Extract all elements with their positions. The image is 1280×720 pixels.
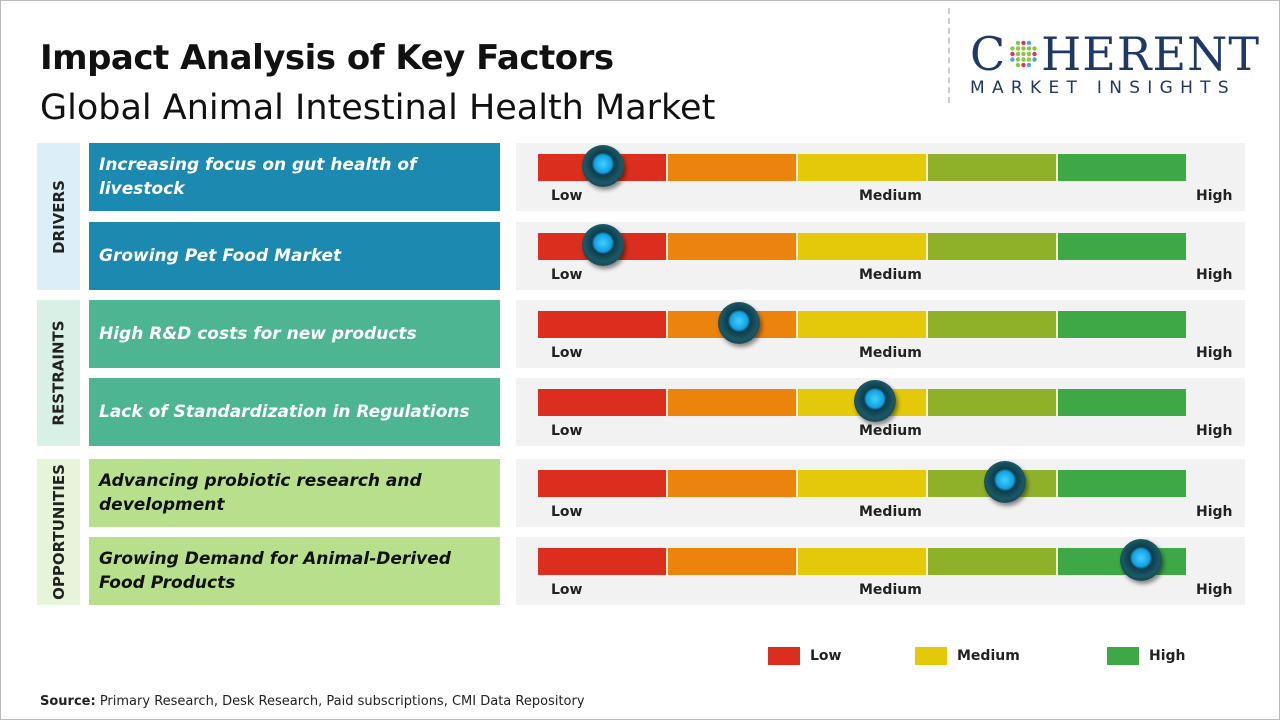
impact-scale-bar xyxy=(538,154,1186,181)
page-subtitle: Global Animal Intestinal Health Market xyxy=(40,88,716,128)
legend-medium: Medium xyxy=(915,647,1020,665)
scale-label-medium: Medium xyxy=(859,582,922,598)
impact-marker xyxy=(853,380,896,422)
scale-label-low: Low xyxy=(551,188,583,204)
logo-tagline: MARKET INSIGHTS xyxy=(970,78,1236,98)
impact-marker xyxy=(581,224,624,266)
scale-segment-4 xyxy=(928,311,1058,338)
scale-label-high: High xyxy=(1196,423,1233,439)
scale-label-high: High xyxy=(1196,582,1233,598)
scale-label-medium: Medium xyxy=(859,345,922,361)
scale-label-low: Low xyxy=(551,423,583,439)
legend-low: Low xyxy=(768,647,841,665)
logo: C HERENT MARKET INSIGHTS xyxy=(970,30,1260,98)
impact-gauge: Low Medium High xyxy=(516,537,1245,605)
scale-segment-3 xyxy=(798,548,928,575)
factor-label: Growing Pet Food Market xyxy=(89,222,500,290)
group-name: OPPORTUNITIES xyxy=(49,464,68,600)
scale-label-high: High xyxy=(1196,504,1233,520)
factor-label: Growing Demand for Animal-Derived Food P… xyxy=(89,537,500,605)
impact-marker xyxy=(581,145,624,187)
logo-wordmark: C HERENT xyxy=(970,27,1260,81)
group-label-drivers: DRIVERS xyxy=(37,143,80,290)
legend-label-low: Low xyxy=(810,648,842,664)
scale-label-low: Low xyxy=(551,267,583,283)
divider xyxy=(948,8,950,103)
impact-gauge: Low Medium High xyxy=(516,459,1245,527)
scale-label-high: High xyxy=(1196,188,1233,204)
source-note: Source: Primary Research, Desk Research,… xyxy=(40,694,585,709)
scale-segment-2 xyxy=(668,389,798,416)
scale-segment-1 xyxy=(538,389,668,416)
scale-segment-1 xyxy=(538,470,668,497)
group-label-restraints: RESTRAINTS xyxy=(37,300,80,446)
impact-gauge: Low Medium High xyxy=(516,222,1245,290)
scale-segment-2 xyxy=(668,233,798,260)
impact-gauge: Low Medium High xyxy=(516,378,1245,446)
impact-marker xyxy=(717,302,760,344)
scale-segment-5 xyxy=(1058,154,1186,181)
factor-label: Increasing focus on gut health of livest… xyxy=(89,143,500,211)
scale-segment-1 xyxy=(538,311,668,338)
scale-label-low: Low xyxy=(551,582,583,598)
page-title: Impact Analysis of Key Factors xyxy=(40,38,614,78)
impact-scale-bar xyxy=(538,470,1186,497)
impact-scale-bar xyxy=(538,233,1186,260)
factor-label: Lack of Standardization in Regulations xyxy=(89,378,500,446)
scale-segment-5 xyxy=(1058,233,1186,260)
group-label-opportunities: OPPORTUNITIES xyxy=(37,459,80,605)
scale-label-medium: Medium xyxy=(859,504,922,520)
scale-segment-3 xyxy=(798,233,928,260)
globe-icon xyxy=(1010,40,1037,68)
scale-segment-4 xyxy=(928,233,1058,260)
scale-label-medium: Medium xyxy=(859,267,922,283)
scale-segment-5 xyxy=(1058,470,1186,497)
legend-swatch-low xyxy=(768,647,800,665)
impact-scale-bar xyxy=(538,548,1186,575)
legend-label-high: High xyxy=(1149,648,1186,664)
scale-segment-2 xyxy=(668,548,798,575)
legend-high: High xyxy=(1107,647,1186,665)
scale-label-high: High xyxy=(1196,267,1233,283)
factor-label: Advancing probiotic research and develop… xyxy=(89,459,500,527)
scale-segment-4 xyxy=(928,154,1058,181)
scale-segment-3 xyxy=(798,311,928,338)
scale-segment-3 xyxy=(798,154,928,181)
scale-segment-5 xyxy=(1058,389,1186,416)
source-label: Source: xyxy=(40,694,96,709)
scale-label-medium: Medium xyxy=(859,188,922,204)
scale-segment-5 xyxy=(1058,311,1186,338)
impact-marker xyxy=(1119,539,1162,581)
impact-marker xyxy=(983,461,1026,503)
impact-scale-bar xyxy=(538,311,1186,338)
group-name: RESTRAINTS xyxy=(49,320,68,426)
scale-segment-2 xyxy=(668,154,798,181)
scale-segment-2 xyxy=(668,470,798,497)
legend-label-medium: Medium xyxy=(957,648,1020,664)
legend-swatch-medium xyxy=(915,647,947,665)
group-name: DRIVERS xyxy=(49,179,68,254)
scale-segment-4 xyxy=(928,548,1058,575)
impact-gauge: Low Medium High xyxy=(516,143,1245,211)
scale-label-high: High xyxy=(1196,345,1233,361)
scale-segment-1 xyxy=(538,548,668,575)
scale-label-medium: Medium xyxy=(859,423,922,439)
scale-segment-4 xyxy=(928,389,1058,416)
scale-label-low: Low xyxy=(551,504,583,520)
legend-swatch-high xyxy=(1107,647,1139,665)
scale-segment-3 xyxy=(798,470,928,497)
impact-gauge: Low Medium High xyxy=(516,300,1245,368)
scale-label-low: Low xyxy=(551,345,583,361)
factor-label: High R&D costs for new products xyxy=(89,300,500,368)
source-text: Primary Research, Desk Research, Paid su… xyxy=(95,694,585,709)
